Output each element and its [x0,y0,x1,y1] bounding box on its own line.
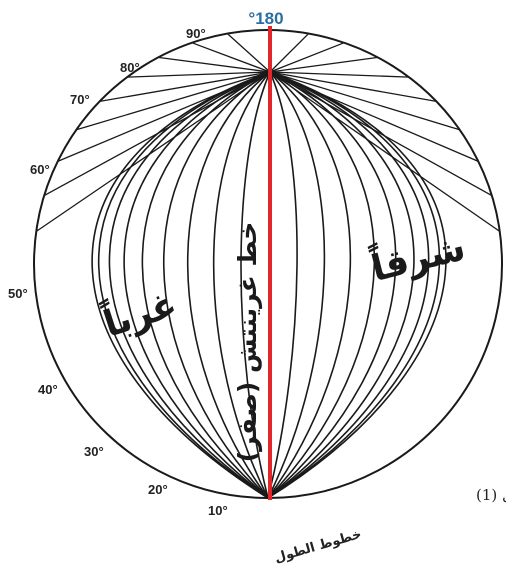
rim-ray [158,56,271,73]
longitude-line [267,71,415,499]
longitude-line [267,71,447,499]
rim-ray [76,71,271,131]
rim-ray [57,71,271,162]
rim-ray [269,71,479,162]
longitude-line [162,71,271,499]
rim-ray [99,71,271,103]
longitude-line [267,71,298,499]
rim-ray [269,71,409,78]
rim-ray [269,71,437,103]
rim-ray [191,42,271,73]
degree-label-20: 20° [148,482,168,497]
rim-ray [43,71,271,197]
longitude-lines [35,33,501,499]
top-longitude-label: °180 [248,9,283,28]
figure-caption: الشكل (1) [476,486,506,504]
degree-label-30: 30° [84,444,104,459]
rim-ray [269,71,460,131]
degree-label-60: 60° [30,162,50,177]
longitude-line [186,71,271,499]
meridian-label: خط غرينتش (صفر) [233,222,263,463]
west-label: غرباً [97,278,182,345]
rim-ray [226,33,271,73]
degree-label-90: 90° [186,26,206,41]
degree-label-10: 10° [208,503,228,518]
longitude-line [97,71,271,499]
longitude-line [267,71,441,499]
longitude-line [91,71,271,499]
longitude-line [267,71,352,499]
east-label: شرقاً [366,222,469,290]
rim-ray [269,42,345,73]
rim-ray [127,71,271,78]
longitude-line [267,71,326,499]
longitude-line [123,71,271,499]
degree-label-70: 70° [70,92,90,107]
degree-label-80: 80° [120,60,140,75]
degree-label-40: 40° [38,382,58,397]
degree-labels: 90° 80° 70° 60° 50° 40° 30° 20° 10° [8,26,228,518]
longitude-line [240,71,271,499]
degree-label-50: 50° [8,286,28,301]
rim-ray [35,71,271,232]
rim-ray [269,71,501,232]
longitude-line [267,71,376,499]
rim-ray [269,56,378,73]
longitude-line [267,71,430,499]
bottom-caption: خطوط الطول [273,527,363,566]
rim-ray [269,33,310,73]
rim-ray [269,71,493,197]
longitude-line [212,71,271,499]
